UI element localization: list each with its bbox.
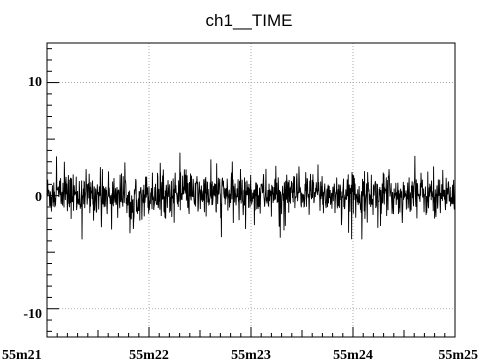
signal-trace bbox=[46, 152, 456, 240]
x-tick-label-55m21: 55m21 bbox=[2, 348, 42, 363]
x-tick-label-55m23: 55m23 bbox=[231, 348, 271, 363]
signal-series-line bbox=[46, 152, 456, 240]
x-tick-label-55m22: 55m22 bbox=[129, 348, 169, 363]
x-tick-label-55m24: 55m24 bbox=[333, 348, 373, 363]
y-tick-label-minus-10: -10 bbox=[23, 307, 42, 322]
x-tick-label-55m25: 55m25 bbox=[438, 348, 478, 363]
chart-title: ch1__TIME bbox=[206, 11, 293, 30]
y-tick-label-10: 10 bbox=[28, 75, 42, 90]
y-tick-label-0: 0 bbox=[35, 190, 42, 205]
axis-ticks bbox=[46, 48, 456, 337]
